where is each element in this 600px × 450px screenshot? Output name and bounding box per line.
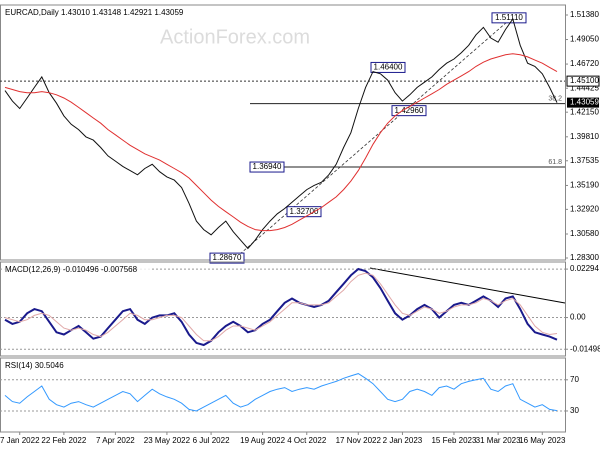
annotation-box <box>370 61 406 73</box>
series-line <box>4 53 558 232</box>
level-box <box>566 75 600 87</box>
y-tick-label: 1.32920 <box>570 204 599 213</box>
y-tick-label: 0.02294 <box>570 264 599 273</box>
series-line <box>4 267 558 347</box>
macd-trend-line <box>369 267 566 304</box>
x-tick-label: 2 Jan 2023 <box>383 436 423 445</box>
y-tick-label: 1.35190 <box>570 181 599 190</box>
panel-title: EURCAD,Daily 1.43010 1.43148 1.42921 1.4… <box>5 8 184 17</box>
panel-frame <box>0 357 566 433</box>
x-tick-label: 31 Mar 2023 <box>476 436 521 445</box>
annotation-box <box>249 161 285 173</box>
annotation-label: 1.42960 <box>395 106 424 115</box>
annotation-box <box>286 206 322 218</box>
series-line <box>4 272 558 342</box>
panel-frame <box>0 4 566 261</box>
panel-frame <box>0 261 566 357</box>
x-tick-label: 17 Nov 2022 <box>336 436 382 445</box>
fib-label: 61.8 <box>548 159 562 166</box>
price-marker <box>567 97 599 108</box>
y-tick-label: 1.46720 <box>570 59 599 68</box>
title-bg <box>2 7 152 18</box>
y-tick-label: -0.014989 <box>570 344 600 353</box>
y-tick-label: 1.44425 <box>570 83 599 92</box>
title-bg <box>2 360 152 371</box>
annotation-label: 1.32700 <box>290 207 319 216</box>
y-tick-label: 30 <box>570 406 579 415</box>
y-tick-label: 1.30580 <box>570 229 599 238</box>
x-tick-label: 15 Feb 2023 <box>431 436 476 445</box>
annotation-box <box>491 12 527 24</box>
level-label: 1.45100 <box>570 76 599 85</box>
x-tick-label: 22 Feb 2022 <box>41 436 86 445</box>
y-tick-label: 1.42150 <box>570 107 599 116</box>
title-bg <box>2 264 152 275</box>
y-tick-label: 0.00 <box>570 313 586 322</box>
annotation-label: 1.51110 <box>495 13 523 22</box>
watermark: ActionForex.com <box>160 26 310 48</box>
series-line <box>4 373 558 412</box>
x-tick-label: 19 Aug 2022 <box>240 436 285 445</box>
panel-title: MACD(12,26,9) -0.010496 -0.007568 <box>5 265 138 274</box>
annotation-label: 1.36940 <box>253 162 282 171</box>
annotation-label: 1.46400 <box>374 63 403 72</box>
y-tick-label: 1.28300 <box>570 253 599 262</box>
y-tick-label: 1.51380 <box>570 10 599 19</box>
panel-title: RSI(14) 30.5046 <box>5 361 64 370</box>
series-line <box>4 17 558 250</box>
x-tick-label: 6 Jul 2022 <box>193 436 230 445</box>
trend-line <box>239 14 516 255</box>
annotation-label: 1.28670 <box>213 253 242 262</box>
x-tick-label: 4 Oct 2022 <box>287 436 327 445</box>
annotation-box <box>209 252 245 264</box>
annotation-box <box>391 105 427 117</box>
y-tick-label: 1.37535 <box>570 156 599 165</box>
y-tick-label: 70 <box>570 375 579 384</box>
x-tick-label: 23 May 2022 <box>144 436 191 445</box>
y-tick-label: 1.49050 <box>570 35 599 44</box>
y-tick-label: 1.39810 <box>570 132 599 141</box>
price-marker-label: 1.43059 <box>570 98 599 107</box>
x-tick-label: 7 Apr 2022 <box>96 436 135 445</box>
x-tick-label: 7 Jan 2022 <box>0 436 40 445</box>
x-tick-label: 16 May 2023 <box>519 436 566 445</box>
